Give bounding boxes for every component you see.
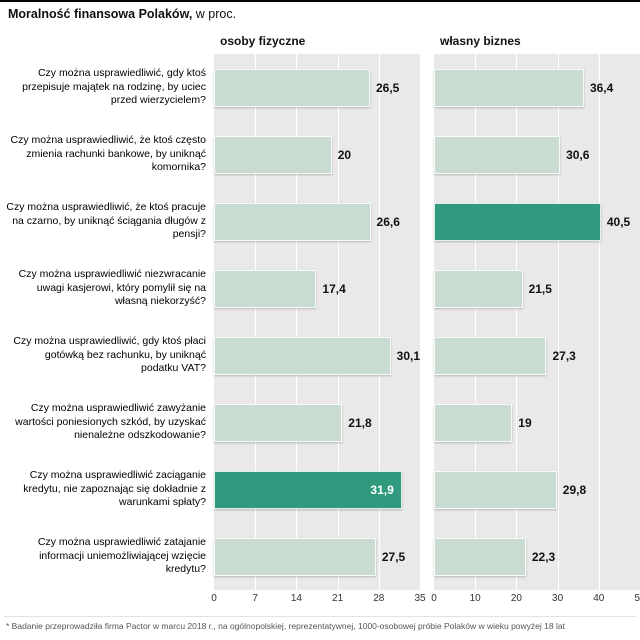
x-tick-label: 0 bbox=[211, 593, 217, 604]
gridline bbox=[516, 54, 518, 590]
x-tick-label: 14 bbox=[290, 593, 302, 604]
bar bbox=[434, 470, 557, 509]
bar-row: 22,3 bbox=[434, 523, 640, 590]
value-label: 30,6 bbox=[566, 147, 590, 162]
value-label: 21,8 bbox=[348, 415, 372, 430]
value-label: 19 bbox=[518, 415, 532, 430]
x-tick-label: 28 bbox=[373, 593, 385, 604]
bar-row: 30,6 bbox=[434, 121, 640, 188]
bar-row: 19 bbox=[434, 389, 640, 456]
gridline bbox=[255, 54, 257, 590]
bar bbox=[214, 403, 343, 442]
gridline bbox=[296, 54, 298, 590]
gridline bbox=[475, 54, 477, 590]
value-label: 36,4 bbox=[589, 80, 614, 95]
value-label: 27,5 bbox=[381, 549, 406, 564]
bar-row: 36,4 bbox=[434, 54, 640, 121]
plot-area-individuals: 26,5 20 26,6 17,4 30,1 21,8 31,9 27,5 bbox=[214, 54, 421, 590]
x-tick-label: 10 bbox=[469, 593, 481, 604]
title-units: w proc. bbox=[192, 7, 237, 21]
value-label: 26,5 bbox=[375, 80, 400, 95]
bar-row: 31,9 bbox=[214, 456, 420, 523]
value-label: 30,1 bbox=[396, 348, 420, 363]
panel-individuals: osoby fizyczne 26,5 20 26,6 17,4 30,1 21,8 31,… bbox=[211, 28, 425, 606]
question-labels: Czy można usprawiedliwić, gdy ktoś przep… bbox=[6, 54, 206, 590]
value-label: 27,3 bbox=[552, 348, 576, 363]
value-label: 26,6 bbox=[376, 214, 400, 229]
value-label: 17,4 bbox=[322, 281, 346, 296]
question-label: Czy można usprawiedliwić zaciąganie kred… bbox=[23, 469, 206, 509]
bar bbox=[434, 336, 547, 375]
question-label: Czy można usprawiedliwić zawyżanie warto… bbox=[15, 402, 206, 442]
bar-row: 20 bbox=[214, 121, 420, 188]
gridline bbox=[598, 54, 600, 590]
bar-row: 27,3 bbox=[434, 322, 640, 389]
question-label: Czy można usprawiedliwić niezwracanie uw… bbox=[18, 268, 206, 308]
title-text: Moralność finansowa Polaków, bbox=[8, 7, 193, 21]
tick-spacer bbox=[6, 590, 206, 606]
bar bbox=[434, 537, 526, 576]
bar bbox=[434, 135, 561, 174]
x-axis-individuals: 0 7 14 21 28 35 bbox=[211, 590, 425, 606]
panel-business: własny biznes 36,4 30,6 40,5 21,5 27,3 19 29,8… bbox=[431, 28, 640, 606]
bar bbox=[214, 269, 317, 308]
bar-row: 26,5 bbox=[214, 54, 420, 121]
value-label: 31,9 bbox=[370, 482, 394, 497]
x-tick-label: 0 bbox=[431, 593, 437, 604]
bar-row: 40,5 bbox=[434, 188, 640, 255]
question-label: Czy można usprawiedliwić zatajanie infor… bbox=[37, 536, 206, 576]
bar bbox=[434, 403, 513, 442]
bar-row: 21,8 bbox=[214, 389, 420, 456]
panel-header-individuals: osoby fizyczne bbox=[220, 34, 306, 48]
value-label: 22,3 bbox=[531, 549, 556, 564]
bar bbox=[214, 135, 332, 174]
question-label: Czy można usprawiedliwić, gdy ktoś płaci… bbox=[13, 335, 206, 375]
question-column: Czy można usprawiedliwić, gdy ktoś przep… bbox=[6, 28, 206, 606]
value-label: 21,5 bbox=[528, 281, 552, 296]
bar-row: 17,4 bbox=[214, 255, 420, 322]
x-axis-business: 0 10 20 30 40 50 bbox=[431, 590, 640, 606]
gridline bbox=[420, 54, 421, 590]
bar bbox=[434, 269, 523, 308]
value-label: 40,5 bbox=[606, 214, 631, 229]
bar-row: 29,8 bbox=[434, 456, 640, 523]
gridline bbox=[557, 54, 559, 590]
x-tick-label: 50 bbox=[634, 593, 640, 604]
footnote: * Badanie przeprowadziła firma Pactor w … bbox=[4, 616, 636, 631]
gridline bbox=[337, 54, 339, 590]
bar-row: 27,5 bbox=[214, 523, 420, 590]
bar bbox=[214, 68, 370, 107]
bar bbox=[214, 336, 391, 375]
bar-row: 21,5 bbox=[434, 255, 640, 322]
bar-chart: Czy można usprawiedliwić, gdy ktoś przep… bbox=[0, 28, 640, 606]
panel-header-business: własny biznes bbox=[440, 34, 521, 48]
x-tick-label: 30 bbox=[552, 593, 564, 604]
header-spacer bbox=[6, 28, 206, 54]
x-tick-label: 20 bbox=[510, 593, 522, 604]
bar bbox=[434, 68, 584, 107]
bar bbox=[214, 537, 376, 576]
bar-highlighted bbox=[434, 202, 601, 241]
page-title: Moralność finansowa Polaków, w proc. bbox=[0, 2, 640, 24]
bar-highlighted: 31,9 bbox=[214, 470, 402, 509]
bar-row: 26,6 bbox=[214, 188, 420, 255]
question-label: Czy można usprawiedliwić, że ktoś pracuj… bbox=[6, 201, 206, 241]
x-tick-label: 35 bbox=[414, 593, 426, 604]
top-rule bbox=[0, 0, 640, 2]
value-label: 20 bbox=[337, 147, 352, 162]
gridline bbox=[378, 54, 380, 590]
x-tick-label: 21 bbox=[332, 593, 344, 604]
plot-area-business: 36,4 30,6 40,5 21,5 27,3 19 29,8 22,3 bbox=[434, 54, 640, 590]
question-label: Czy można usprawiedliwić, że ktoś często… bbox=[10, 134, 207, 174]
value-label: 29,8 bbox=[562, 482, 587, 497]
bar bbox=[214, 202, 371, 241]
x-tick-label: 40 bbox=[593, 593, 605, 604]
question-label: Czy można usprawiedliwić, gdy ktoś przep… bbox=[22, 67, 206, 107]
x-tick-label: 7 bbox=[252, 593, 258, 604]
bar-row: 30,1 bbox=[214, 322, 420, 389]
